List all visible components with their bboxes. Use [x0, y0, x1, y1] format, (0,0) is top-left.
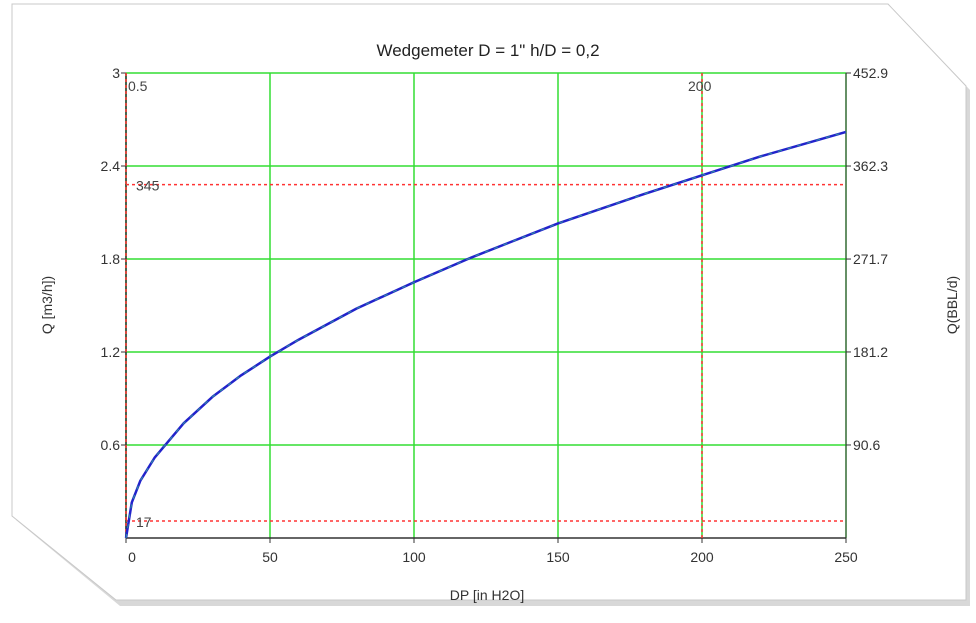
y2-tick-label: 181.2: [853, 344, 888, 360]
x-tick-label: 250: [834, 549, 858, 565]
x-axis-label: DP [in H2O]: [450, 587, 524, 603]
chart-title: Wedgemeter D = 1" h/D = 0,2: [376, 41, 599, 60]
reference-label: 17: [136, 514, 152, 530]
card-background: [11, 3, 967, 601]
y-tick-label: 2.4: [101, 158, 121, 174]
y-tick-label: 0.6: [101, 437, 121, 453]
x-tick-label: 200: [690, 549, 714, 565]
y-tick-label: 1.8: [101, 251, 121, 267]
series-line-highlight: [125, 131, 847, 539]
y2-tick-label: 362.3: [853, 158, 888, 174]
y-tick-label: 3: [112, 65, 120, 81]
y2-tick-label: 90.6: [853, 437, 880, 453]
y2-tick-label: 452.9: [853, 65, 888, 81]
x-tick-label: 0: [128, 549, 136, 565]
y2-tick-label: 271.7: [853, 251, 888, 267]
tick-labels: 0 50 100 150 200 250 0.6 1.2 1.8 2.4 3 90.6 181.2 271…: [101, 65, 889, 565]
x-tick-label: 100: [402, 549, 426, 565]
axes: [121, 72, 851, 543]
reference-label: 200: [688, 78, 712, 94]
series-layer: [124, 130, 847, 539]
y-axis-label: Q [m3/h]): [39, 276, 55, 334]
y-tick-label: 1.2: [101, 344, 121, 360]
x-tick-label: 150: [546, 549, 570, 565]
reference-label: 345: [136, 178, 160, 194]
reference-lines: [125, 73, 846, 538]
x-tick-label: 50: [262, 549, 278, 565]
reference-label: 0.5: [128, 78, 148, 94]
y2-axis-label: Q(BBL/d): [944, 276, 960, 334]
